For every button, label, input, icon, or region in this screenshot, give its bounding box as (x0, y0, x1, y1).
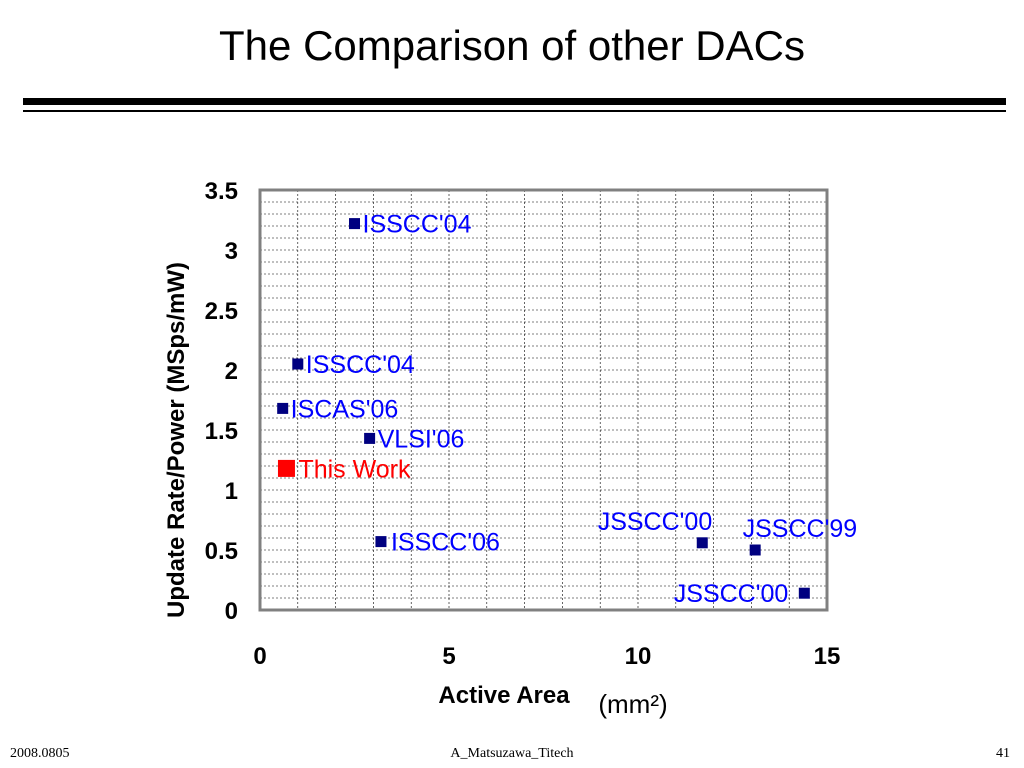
y-tick-label: 3.5 (205, 178, 238, 205)
x-tick-label: 5 (442, 643, 455, 670)
data-point-label: ISCAS'06 (291, 395, 399, 423)
data-point-label: ISSCC'06 (391, 529, 500, 557)
data-point (696, 537, 708, 549)
y-tick-label: 2 (225, 358, 238, 385)
footer-author: A_Matsuzawa_Titech (450, 746, 574, 761)
plot-area-background (260, 190, 827, 610)
title-rule-thin (23, 110, 1006, 112)
x-axis-label: Active Area (438, 682, 570, 709)
data-point-label: VLSI'06 (378, 425, 465, 453)
data-point (292, 358, 304, 370)
grid (260, 190, 827, 610)
data-point (277, 459, 295, 477)
data-point (364, 432, 376, 444)
data-point (375, 536, 387, 548)
data-point-label: ISSCC'04 (363, 211, 472, 239)
footer-date: 2008.0805 (10, 746, 70, 761)
x-tick-label: 10 (625, 643, 652, 670)
data-point (349, 218, 360, 230)
x-tick-label: 0 (253, 643, 266, 670)
y-axis-label: Update Rate/Power (MSps/mW) (163, 262, 190, 618)
data-point-label: JSSCC'00 (598, 508, 713, 536)
data-point (749, 544, 761, 556)
footer-page-number: 41 (996, 746, 1010, 761)
y-tick-label: 0 (225, 598, 238, 625)
slide-title: The Comparison of other DACs (219, 22, 805, 69)
title-rule-thick (23, 98, 1006, 105)
plot-frame (258, 188, 829, 612)
x-tick-label: 15 (814, 643, 841, 670)
axis-ticks: 0 0.5 1 1.5 2 2.5 3 3.5 0 5 10 15 (205, 178, 841, 670)
data-point (277, 402, 289, 414)
data-point (798, 587, 810, 599)
y-tick-label: 0.5 (205, 538, 238, 565)
y-tick-label: 3 (225, 238, 238, 265)
data-point-label: ISSCC'04 (306, 351, 415, 379)
data-point-label: This Work (298, 455, 411, 483)
y-tick-label: 2.5 (205, 298, 238, 325)
x-axis-unit-label: (mm²) (598, 689, 667, 719)
y-tick-label: 1.5 (205, 418, 238, 445)
data-point-label: JSSCC'00 (674, 580, 789, 608)
y-tick-label: 1 (225, 478, 238, 505)
scatter-chart: 00.511.522.533.50 5 10 15 ISSCC'04ISSCC'04I… (163, 178, 858, 719)
data-point-label: JSSCC'99 (743, 515, 858, 543)
